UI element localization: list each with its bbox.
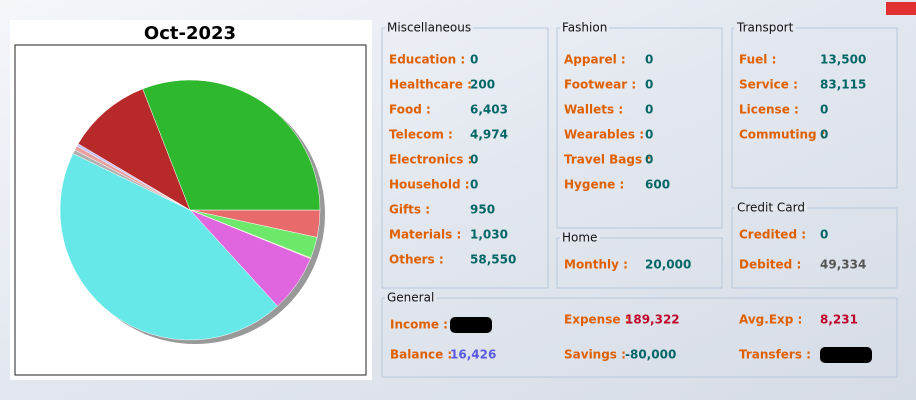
group-title-bg — [385, 26, 474, 30]
field-value: 0 — [820, 128, 828, 142]
field-value: 950 — [470, 203, 495, 217]
field-value: 0 — [645, 128, 653, 142]
field-label: Others : — [389, 253, 444, 267]
field-value: 0 — [470, 53, 478, 67]
field-label: Monthly : — [564, 258, 628, 272]
pie-slice — [142, 79, 321, 211]
field-value: 58,550 — [470, 253, 516, 267]
group-box — [731, 207, 898, 289]
field-value: -80,000 — [625, 348, 676, 362]
group-title: Home — [562, 231, 597, 245]
field-value: 0 — [645, 153, 653, 167]
field-label: Gifts : — [389, 203, 430, 217]
field-label: Telecom : — [389, 128, 453, 142]
group-title-bg — [734, 26, 796, 30]
pie — [59, 79, 321, 341]
group-title-bg — [560, 26, 610, 30]
pie-slice — [59, 153, 278, 341]
redacted — [820, 347, 872, 363]
group-title-bg — [385, 296, 437, 300]
group-title: Transport — [736, 21, 794, 35]
field-value: 0 — [820, 103, 828, 117]
group-box — [556, 237, 723, 289]
field-label: Hygene : — [564, 178, 624, 192]
field-label: Electronics : — [389, 153, 472, 167]
field-label: Apparel : — [564, 53, 626, 67]
group-title: Miscellaneous — [387, 21, 471, 35]
field-value: 13,500 — [820, 53, 866, 67]
group-title-bg — [735, 206, 807, 210]
field-label: Materials : — [389, 228, 461, 242]
group-title-bg — [560, 236, 600, 240]
field-value: 0 — [645, 103, 653, 117]
group-box — [731, 27, 898, 189]
field-label: Food : — [389, 103, 431, 117]
close-button[interactable] — [886, 2, 916, 15]
field-value: 20,000 — [645, 258, 691, 272]
group-title: Fashion — [562, 21, 607, 35]
field-value: 0 — [645, 53, 653, 67]
field-label: Footwear : — [564, 78, 636, 92]
field-label: Avg.Exp : — [739, 313, 802, 327]
field-label: Healthcare : — [389, 78, 472, 92]
group-box — [556, 27, 723, 229]
field-label: Travel Bags : — [564, 153, 651, 167]
field-label: Credited : — [739, 228, 806, 242]
redacted — [450, 317, 492, 333]
field-value: 0 — [470, 178, 478, 192]
field-label: Wallets : — [564, 103, 623, 117]
field-label: Transfers : — [739, 348, 811, 362]
field-label: Service : — [739, 78, 798, 92]
field-value: 200 — [470, 78, 495, 92]
pie-title: Oct-2023 — [144, 23, 236, 44]
field-label: Fuel : — [739, 53, 776, 67]
field-value: 0 — [645, 78, 653, 92]
field-label: Debited : — [739, 258, 801, 272]
field-value: 0 — [470, 153, 478, 167]
field-value: 49,334 — [820, 258, 866, 272]
pie-slice — [77, 88, 191, 211]
field-label: License : — [739, 103, 799, 117]
field-label: Income : — [390, 318, 448, 332]
field-value: 6,403 — [470, 103, 508, 117]
field-value: 4,974 — [470, 128, 508, 142]
group-title: Credit Card — [737, 201, 805, 215]
field-value: 600 — [645, 178, 670, 192]
field-label: Savings : — [564, 348, 626, 362]
field-value: 1,030 — [470, 228, 508, 242]
field-value: 0 — [820, 228, 828, 242]
group-title: General — [387, 291, 434, 305]
field-label: Commuting : — [739, 128, 826, 142]
field-label: Wearables : — [564, 128, 644, 142]
field-value: 189,322 — [625, 313, 680, 327]
field-label: Household : — [389, 178, 470, 192]
field-label: Expense : — [564, 313, 629, 327]
field-value: 8,231 — [820, 313, 858, 327]
field-value: 83,115 — [820, 78, 866, 92]
field-label: Balance : — [390, 348, 452, 362]
field-value: 16,426 — [450, 348, 496, 362]
group-box — [381, 297, 898, 378]
field-label: Education : — [389, 53, 465, 67]
